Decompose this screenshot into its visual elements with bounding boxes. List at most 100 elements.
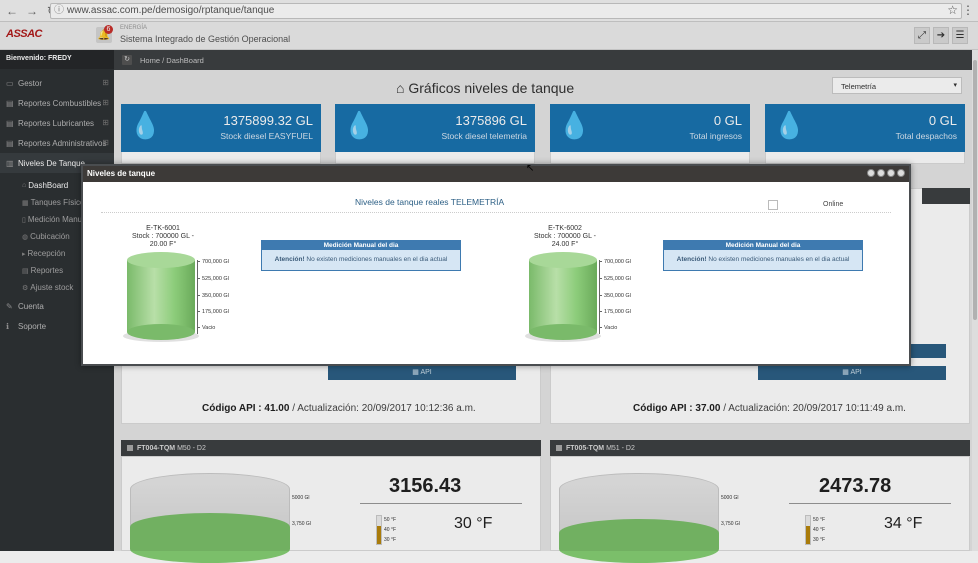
drop-icon: 💧 — [129, 110, 162, 140]
temp-scale-label: 40 °F — [384, 527, 397, 533]
sidebar-subitem-reportes[interactable]: ▤ Reportes — [0, 262, 114, 279]
address-bar[interactable]: ⓘ www.assac.com.pe/demosigo/rptanque/tan… — [50, 3, 962, 19]
api-button[interactable]: ▦ API — [758, 366, 946, 380]
breadcrumb-sep: / — [162, 55, 165, 65]
sidebar-subitem-dashboard[interactable]: ⌂ DashBoard — [0, 177, 114, 194]
manual-measure-header: Medición Manual del dia — [262, 241, 460, 250]
close-icon[interactable] — [897, 169, 905, 177]
level-value: 3156.43 — [389, 475, 462, 497]
sidebar-subitem-recepcion[interactable]: ▸ Recepción — [0, 245, 114, 262]
manual-measure-box: Medición Manual del dia Atención! No exi… — [261, 240, 461, 271]
menu-icon[interactable]: ☰ — [952, 27, 968, 44]
table-icon: ▦ — [842, 369, 849, 376]
info-icon[interactable]: ⓘ — [54, 5, 64, 16]
sidebar-item-cuenta[interactable]: ✎ Cuenta — [0, 296, 114, 316]
document-icon: ▥ — [6, 158, 14, 168]
stat-value: 1375899.32 GL — [223, 113, 313, 128]
maximize-icon[interactable] — [887, 169, 895, 177]
grid-icon: ⊞ — [102, 78, 109, 87]
api-button[interactable] — [910, 344, 946, 358]
sidebar-item-label: Reportes Administrativos — [18, 138, 107, 148]
page-scrollbar[interactable] — [972, 50, 978, 551]
sidebar-subitem-cubicacion[interactable]: ◍ Cubicación — [0, 228, 114, 245]
sidebar-subitem-ajuste-stock[interactable]: ⚙ Ajuste stock — [0, 279, 114, 296]
temperature-value: 34 °F — [884, 515, 923, 532]
update-value: 20/09/2017 10:12:36 a.m. — [361, 403, 476, 414]
sidebar-subitem-label: Recepción — [27, 249, 66, 258]
back-icon[interactable]: ← — [6, 3, 18, 18]
breadcrumb-home[interactable]: Home — [140, 55, 161, 65]
truck-icon: ▸ — [22, 250, 26, 258]
panel-header — [922, 188, 970, 204]
tank-card: 5000 Gl 3,750 Gl 2473.78 50 °F 40 °F 30 … — [550, 456, 970, 563]
scale-label: 3,750 Gl — [721, 521, 740, 527]
scrollbar-thumb[interactable] — [973, 60, 977, 320]
mouse-cursor: ↖ — [526, 163, 535, 174]
forward-icon[interactable]: → — [26, 3, 38, 18]
api-code-value: 41.00 — [264, 403, 290, 414]
api-code-value: 37.00 — [695, 403, 721, 414]
sidebar-subitem-label: Tanques Físicos — [30, 198, 89, 207]
page-title: ⌂ Gráficos niveles de tanque — [396, 80, 574, 96]
settings-icon: ⚙ — [22, 284, 29, 292]
collapse-icon[interactable] — [877, 169, 885, 177]
temp-scale-label: 40 °F — [813, 527, 826, 533]
sidebar-subitem-label: DashBoard — [28, 181, 69, 190]
browser-menu-icon[interactable]: ⋮ — [962, 3, 974, 17]
sidebar-subitem-tanques-fisicos[interactable]: ▦ Tanques Físicos — [0, 194, 114, 211]
stat-label: Total despachos — [895, 131, 957, 141]
temp-scale-label: 50 °F — [384, 517, 397, 523]
panel-header: FT005-TQM M51 - D2 — [550, 440, 970, 456]
axis-tick: 525,000 Gl — [599, 276, 631, 282]
sidebar-item-reportes-combustibles[interactable]: ▤ Reportes Combustibles ⊞ — [0, 93, 114, 113]
sidebar-subitem-medicion-manual[interactable]: ▯ Medición Manual — [0, 211, 114, 228]
sidebar-item-soporte[interactable]: ℹ Soporte — [0, 316, 114, 336]
alert-text: No existen mediciones manuales en el dia… — [706, 256, 850, 263]
tank-top — [529, 252, 597, 268]
manual-measure-header: Medición Manual del dia — [664, 241, 862, 250]
fullscreen-icon[interactable]: ⤢ — [914, 27, 930, 44]
stat-value: 0 GL — [713, 113, 742, 128]
modal-titlebar[interactable]: Niveles de tanque — [83, 166, 909, 182]
logo[interactable]: ASSAC — [6, 28, 43, 40]
api-button-label: API — [850, 369, 862, 376]
tank-cylinder — [123, 252, 199, 342]
tank-levels-modal: Niveles de tanque Niveles de tanque real… — [81, 164, 911, 366]
tank-info: E-TK-6001 Stock : 700000 GL - 20.00 F° — [113, 225, 213, 249]
sidebar-item-reportes-administrativos[interactable]: ▤ Reportes Administrativos ⊞ — [0, 133, 114, 153]
home-icon: ⌂ — [396, 80, 405, 96]
scale-label: 3,750 Gl — [292, 521, 311, 527]
axis-tick: 350,000 Gl — [599, 293, 631, 299]
refresh-icon[interactable]: ↻ — [122, 55, 132, 65]
sidebar-item-gestor[interactable]: ▭ Gestor ⊞ — [0, 73, 114, 93]
scale-label: 5000 Gl — [721, 495, 739, 501]
sidebar-item-reportes-lubricantes[interactable]: ▤ Reportes Lubricantes ⊞ — [0, 113, 114, 133]
breadcrumb: ↻ Home / DashBoard — [114, 50, 978, 70]
tank-fill — [127, 260, 195, 332]
stat-card: 💧 0 GL Total ingresos — [550, 104, 750, 152]
bookmark-star-icon[interactable]: ☆ — [947, 3, 958, 17]
alert-strong: Atención! — [676, 256, 707, 263]
stat-card: 💧 1375896 GL Stock diesel telemetria — [335, 104, 535, 152]
axis-tick: Vacio — [197, 325, 215, 331]
header-small-label: ENERGÍA — [120, 25, 148, 31]
breadcrumb-current: DashBoard — [166, 55, 204, 65]
source-select[interactable]: Telemetría ▾ — [832, 77, 962, 94]
tank-cylinder — [525, 252, 601, 342]
logout-icon[interactable]: ➔ — [933, 27, 949, 44]
stat-card: 💧 1375899.32 GL Stock diesel EASYFUEL — [121, 104, 321, 152]
temp-scale-label: 30 °F — [813, 537, 826, 543]
sidebar-item-label: Gestor — [18, 78, 43, 88]
info-icon: ℹ — [6, 321, 10, 331]
manual-measure-box: Medición Manual del dia Atención! No exi… — [663, 240, 863, 271]
minimize-icon[interactable] — [867, 169, 875, 177]
divider — [101, 212, 891, 213]
axis-tick: Vacio — [599, 325, 617, 331]
api-button[interactable]: ▦ API — [328, 366, 516, 380]
chart-icon: ▤ — [6, 118, 14, 128]
thermometer — [805, 515, 811, 545]
stat-card-footer — [550, 152, 750, 164]
online-checkbox[interactable] — [768, 200, 778, 210]
alert-strong: Atención! — [274, 256, 305, 263]
axis-tick: 175,000 Gl — [599, 309, 631, 315]
